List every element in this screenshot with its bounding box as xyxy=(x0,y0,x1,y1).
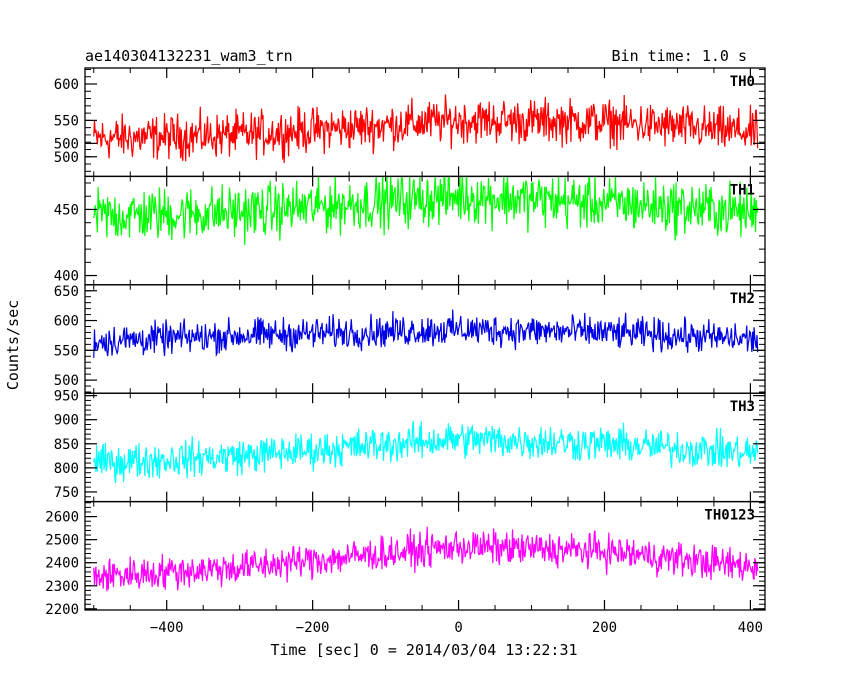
panel-frame-th0123 xyxy=(84,500,766,611)
panel-label-th2: TH2 xyxy=(730,291,755,307)
y-tick-label: 550 xyxy=(54,343,79,359)
series-line-th1 xyxy=(93,176,759,246)
y-tick-label: 500 xyxy=(54,136,79,152)
y-tick-label: 500 xyxy=(54,373,79,389)
x-axis-label: Time [sec] 0 = 2014/03/04 13:22:31 xyxy=(270,641,577,659)
series-line-th3 xyxy=(93,420,759,484)
panels-group: 500 550 600 TH0 400 450 500 TH1 500 550 600 650 TH2 7… xyxy=(45,67,766,636)
panel-label-th3: TH3 xyxy=(730,399,755,415)
y-tick-label: 650 xyxy=(54,284,79,300)
panel-label-th0: TH0 xyxy=(730,74,755,90)
y-tick-label: 850 xyxy=(54,437,79,453)
series-line-th0 xyxy=(93,94,759,164)
y-tick-label: 2500 xyxy=(45,533,79,549)
y-tick-label: 750 xyxy=(54,485,79,501)
y-tick-label: 2200 xyxy=(45,602,79,618)
y-tick-label: 450 xyxy=(54,202,79,218)
y-tick-label: 550 xyxy=(54,113,79,129)
series-line-th0123 xyxy=(93,526,759,592)
series-line-th2 xyxy=(93,309,759,358)
y-tick-label: 900 xyxy=(54,413,79,429)
y-tick-label: 600 xyxy=(54,314,79,330)
x-tick-label: 200 xyxy=(592,620,617,636)
y-tick-label: 500 xyxy=(54,150,79,166)
y-tick-label: 600 xyxy=(54,77,79,93)
x-tick-label: 400 xyxy=(738,620,763,636)
x-tick-label: −400 xyxy=(150,620,184,636)
y-tick-label: 2400 xyxy=(45,556,79,572)
y-tick-label: 800 xyxy=(54,461,79,477)
y-tick-label: 2600 xyxy=(45,510,79,526)
plot-title: ae140304132231_wam3_trn xyxy=(85,47,293,65)
y-tick-label: 2300 xyxy=(45,579,79,595)
bin-time-label: Bin time: 1.0 s xyxy=(612,47,747,65)
x-tick-label: −200 xyxy=(296,620,330,636)
y-tick-label: 950 xyxy=(54,389,79,405)
x-tick-label: 0 xyxy=(454,620,462,636)
y-tick-label: 400 xyxy=(54,269,79,285)
panel-label-th1: TH1 xyxy=(730,182,755,198)
panel-label-th0123: TH0123 xyxy=(704,508,755,524)
y-axis-label: Counts/sec xyxy=(4,300,22,390)
